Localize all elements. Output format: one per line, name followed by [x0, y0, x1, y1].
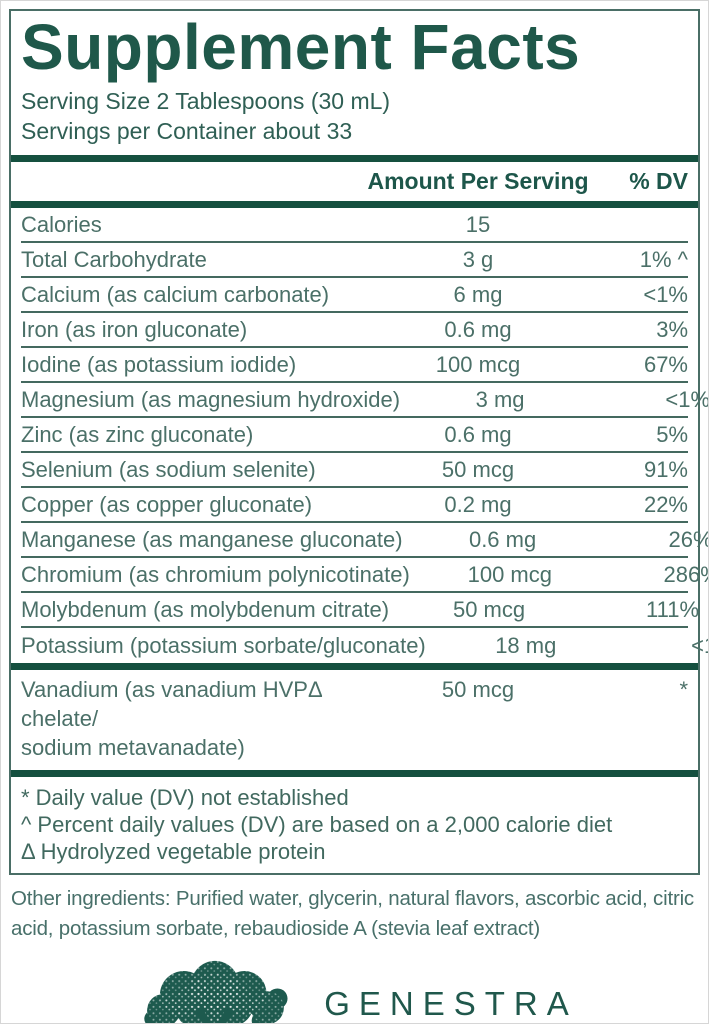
thick-divider-top	[11, 155, 698, 163]
brand-logo: GENESTRA BRANDS®	[1, 960, 708, 1023]
nutrient-amount: 15	[465, 211, 491, 237]
nutrient-dv: 26%	[668, 526, 709, 552]
nutrient-name: Chromium (as chromium polynicotinate)	[21, 561, 410, 587]
nutrient-amount: 50 mcg	[441, 677, 515, 703]
nutrient-row: Total Carbohydrate 3 g 1% ^	[21, 243, 688, 279]
nutrient-dv: 67%	[643, 351, 688, 377]
nutrient-name: Potassium (potassium sorbate/gluconate)	[21, 632, 426, 658]
nutrient-amount: 50 mcg	[441, 456, 515, 482]
col-header-amount: Amount Per Serving	[367, 168, 589, 195]
nutrient-dv: <1%	[643, 281, 688, 307]
nutrient-row: Chromium (as chromium polynicotinate) 10…	[21, 558, 708, 594]
facts-header-row: Amount Per Serving % DV	[21, 162, 688, 201]
nutrient-amount: 0.2 mg	[444, 491, 512, 517]
nutrient-dv: 5%	[656, 421, 688, 447]
nutrient-amount: 6 mg	[453, 281, 503, 307]
nutrient-name: Iron (as iron gluconate)	[21, 316, 248, 342]
nutrient-row: Magnesium (as magnesium hydroxide) 3 mg …	[21, 383, 708, 419]
nutrient-name: Zinc (as zinc gluconate)	[21, 421, 254, 447]
nutrient-name: Manganese (as manganese gluconate)	[21, 526, 403, 552]
footnote-percent-dv: ^ Percent daily values (DV) are based on…	[21, 812, 613, 838]
nutrient-amount: 100 mcg	[467, 561, 552, 587]
serving-size-line: Serving Size 2 Tablespoons (30 mL)	[21, 88, 391, 115]
nutrient-row: Molybdenum (as molybdenum citrate) 50 mc…	[21, 593, 699, 629]
facts-title: Supplement Facts	[21, 11, 581, 83]
nutrient-name: Molybdenum (as molybdenum citrate)	[21, 596, 390, 622]
supplement-facts-panel: Supplement Facts Serving Size 2 Tablespo…	[9, 9, 708, 876]
nutrient-row: Potassium (potassium sorbate/gluconate) …	[21, 628, 708, 663]
nutrient-name: Total Carbohydrate	[21, 246, 207, 272]
nutrient-row: Iron (as iron gluconate) 0.6 mg 3%	[21, 313, 688, 349]
col-header-dv: % DV	[629, 168, 688, 195]
nutrient-amount: 18 mg	[495, 632, 557, 658]
nutrient-row: Copper (as copper gluconate) 0.2 mg 22%	[21, 488, 688, 524]
nutrient-dv: 111%	[646, 596, 700, 622]
nutrient-row: Calcium (as calcium carbonate) 6 mg <1%	[21, 278, 688, 314]
footnotes: * Daily value (DV) not established ^ Per…	[21, 784, 688, 865]
footnote-dv-not-established: * Daily value (DV) not established	[21, 785, 349, 811]
nutrient-name: Copper (as copper gluconate)	[21, 491, 313, 517]
nutrient-amount: 0.6 mg	[444, 316, 512, 342]
nutrient-name: Calcium (as calcium carbonate)	[21, 281, 330, 307]
nutrient-dv: 1% ^	[639, 246, 688, 272]
nutrient-amount: 100 mcg	[435, 351, 521, 377]
tree-icon	[144, 961, 288, 1023]
nutrient-name: Calories	[21, 211, 102, 237]
nutrient-dv: <1%	[691, 632, 708, 658]
nutrient-amount: 50 mcg	[452, 596, 526, 622]
nutrient-name: Vanadium (as vanadium HVPΔ chelate/ sodi…	[21, 677, 322, 761]
nutrient-row: Zinc (as zinc gluconate) 0.6 mg 5%	[21, 418, 688, 454]
nutrient-dv: 3%	[656, 316, 688, 342]
nutrient-dv: 91%	[643, 456, 688, 482]
nutrient-name: Selenium (as sodium selenite)	[21, 456, 316, 482]
vanadium-row: Vanadium (as vanadium HVPΔ chelate/ sodi…	[21, 670, 688, 770]
nutrient-row: Calories 15	[21, 208, 688, 244]
thick-divider-above-vanadium	[11, 663, 698, 671]
servings-per-container-line: Servings per Container about 33	[21, 118, 353, 145]
other-ingredients: Other ingredients: Purified water, glyce…	[11, 887, 694, 941]
nutrient-row: Iodine (as potassium iodide) 100 mcg 67%	[21, 348, 688, 384]
nutrient-amount: 0.6 mg	[468, 526, 537, 552]
nutrient-rows: Calories 15 Total Carbohydrate 3 g 1% ^ …	[21, 208, 708, 663]
nutrient-dv: 286%	[663, 561, 708, 587]
thick-divider-under-header	[11, 201, 698, 209]
nutrient-row: Selenium (as sodium selenite) 50 mcg 91%	[21, 453, 688, 489]
brand-text: GENESTRA BRANDS®	[315, 985, 578, 1023]
tree-trunk	[195, 1006, 235, 1023]
nutrient-name: Magnesium (as magnesium hydroxide)	[21, 386, 401, 412]
thick-divider-bottom	[11, 770, 698, 778]
nutrient-dv: 22%	[643, 491, 688, 517]
nutrient-dv: *	[679, 677, 688, 703]
nutrient-amount: 0.6 mg	[444, 421, 512, 447]
nutrient-dv: <1%	[665, 386, 709, 412]
nutrient-amount: 3 mg	[475, 386, 525, 412]
brand-name: GENESTRA	[324, 985, 578, 1023]
nutrient-amount: 3 g	[462, 246, 494, 272]
nutrient-row: Manganese (as manganese gluconate) 0.6 m…	[21, 523, 708, 559]
footnote-hvp: Δ Hydrolyzed vegetable protein	[21, 839, 326, 865]
nutrient-name: Iodine (as potassium iodide)	[21, 351, 297, 377]
